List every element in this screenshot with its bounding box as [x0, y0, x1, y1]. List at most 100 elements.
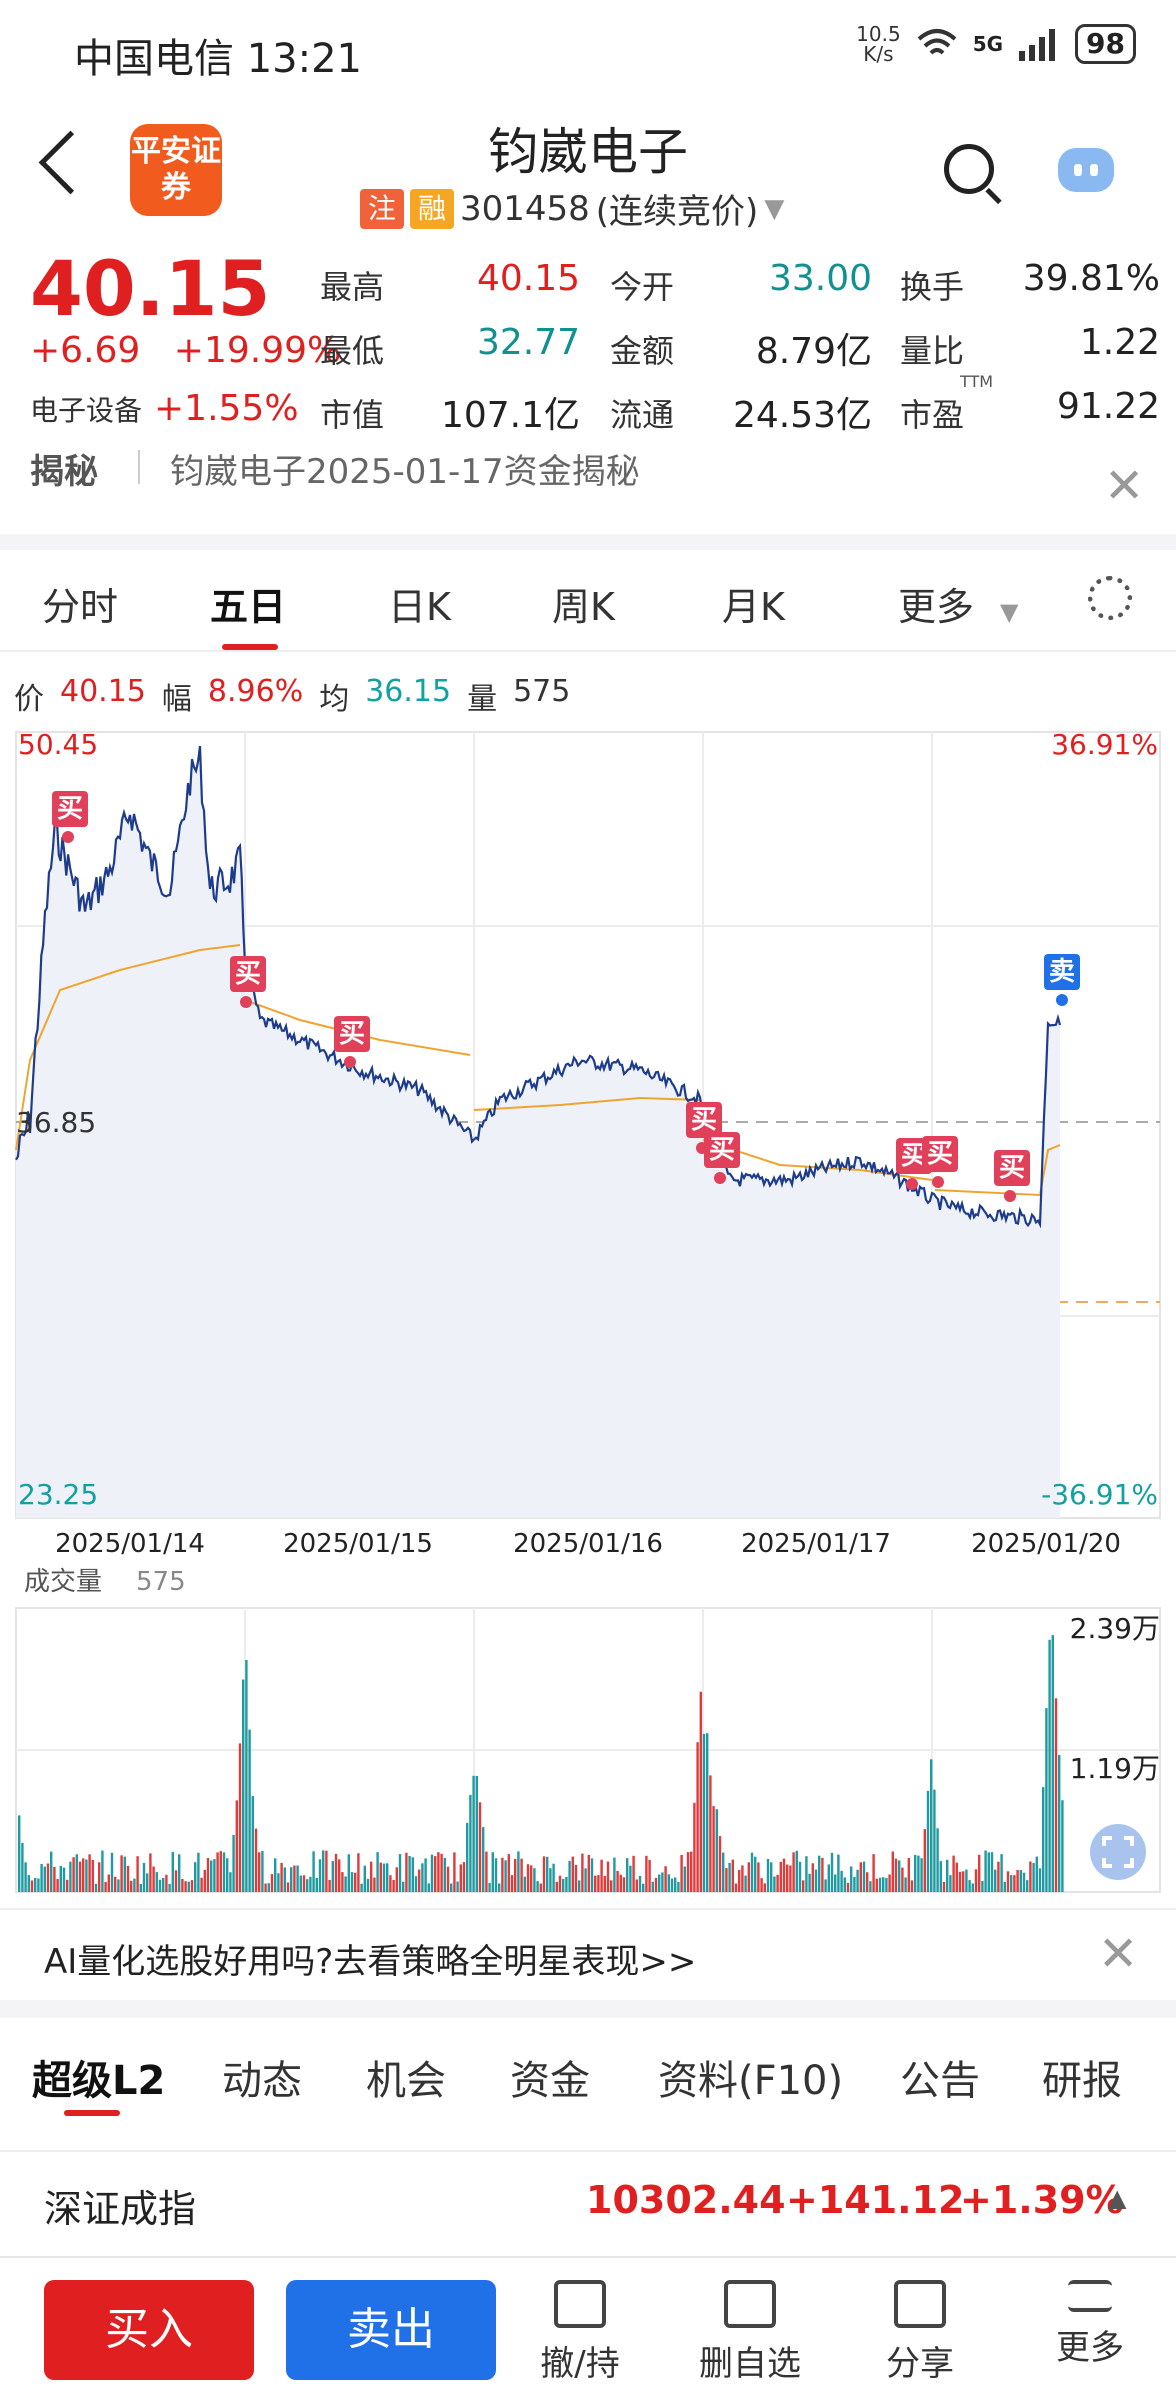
- volume-bar: [174, 1870, 178, 1892]
- volume-bar: [1026, 1880, 1029, 1892]
- fullscreen-icon[interactable]: [1090, 1824, 1146, 1880]
- volume-bar: [328, 1880, 331, 1892]
- volume-bar: [571, 1856, 574, 1892]
- volume-bar: [565, 1877, 568, 1892]
- notice-banner[interactable]: 揭秘 钧崴电子2025-01-17资金揭秘 ✕: [0, 444, 1176, 534]
- chevron-up-icon[interactable]: ▲: [1108, 2184, 1127, 2212]
- sector-change[interactable]: 电子设备 +1.55%: [30, 388, 299, 429]
- legend-amplitude: 8.96%: [207, 674, 304, 709]
- volume-bar: [354, 1872, 357, 1892]
- volume-bar: [248, 1729, 251, 1892]
- volume-bar: [773, 1876, 776, 1892]
- trading-status: (连续竞价): [595, 192, 759, 232]
- tab-f10[interactable]: 资料(F10): [658, 2058, 844, 2104]
- tab-capital[interactable]: 资金: [510, 2058, 590, 2104]
- volume-bar: [808, 1873, 811, 1892]
- volume-bar: [939, 1861, 942, 1892]
- stock-name: 钧崴电子: [488, 123, 688, 181]
- tab-weekly-k[interactable]: 周K: [552, 585, 615, 629]
- y-max-pct-label: 36.91%: [1051, 728, 1158, 761]
- volume-bar: [651, 1881, 654, 1892]
- tab-research[interactable]: 研报: [1042, 2058, 1122, 2104]
- index-ticker[interactable]: 深证成指 10302.44 +141.12 +1.39% ▲: [0, 2150, 1176, 2252]
- divider: [0, 2000, 1176, 2018]
- close-icon[interactable]: ✕: [1104, 458, 1145, 514]
- x-axis-labels: 2025/01/14 2025/01/15 2025/01/16 2025/01…: [55, 1529, 1121, 1559]
- ad-banner[interactable]: AI量化选股好用吗?去看策略全明星表现>> ✕: [0, 1908, 1176, 2002]
- tab-news[interactable]: 动态: [222, 2058, 302, 2104]
- stock-code-row[interactable]: 注 融 301458 (连续竞价) ▼: [360, 184, 784, 233]
- broker-logo: 平安证券: [130, 124, 222, 216]
- tag-margin: 融: [410, 188, 454, 229]
- volume-bar: [114, 1876, 117, 1892]
- trade-marker: [922, 1136, 958, 1172]
- label-volume-ratio: 量比: [900, 332, 965, 370]
- volume-bar: [955, 1862, 958, 1892]
- trade-marker: [52, 791, 88, 827]
- trade-marker: [994, 1150, 1030, 1186]
- volume-bar: [1058, 1755, 1061, 1892]
- volume-bar: [171, 1851, 174, 1892]
- volume-bar: [133, 1878, 136, 1892]
- volume-bar: [622, 1877, 626, 1892]
- volume-bar: [53, 1867, 56, 1892]
- buy-button[interactable]: 买入: [44, 2280, 254, 2380]
- ai-assistant-icon[interactable]: [1058, 148, 1114, 192]
- five-day-price-chart[interactable]: 买买买买买买买买卖 50.45 36.85 23.25 36.91% -36.9…: [0, 720, 1176, 1560]
- tab-announcements[interactable]: 公告: [900, 2058, 980, 2104]
- volume-bar: [917, 1855, 920, 1892]
- tab-monthly-k[interactable]: 月K: [722, 585, 785, 629]
- volume-bar: [530, 1865, 533, 1892]
- volume-bar: [648, 1859, 651, 1892]
- volume-bar: [386, 1863, 389, 1892]
- volume-bar: [882, 1877, 885, 1892]
- volume-bar: [261, 1850, 264, 1892]
- volume-bar: [824, 1879, 827, 1892]
- tab-more[interactable]: 更多 ▼: [898, 585, 1019, 629]
- volume-bar: [376, 1852, 379, 1892]
- label-float-cap: 流通: [610, 396, 675, 434]
- volume-bar: [878, 1877, 882, 1892]
- active-tab-indicator: [64, 2110, 120, 2116]
- volume-bar: [245, 1660, 248, 1892]
- volume-bar: [414, 1876, 418, 1892]
- cancel-hold-button[interactable]: 撤/持: [520, 2280, 640, 2385]
- notice-label: 揭秘: [30, 452, 98, 492]
- volume-bar: [830, 1852, 834, 1892]
- remove-watchlist-button[interactable]: 删自选: [690, 2280, 810, 2385]
- volume-bar: [520, 1858, 523, 1892]
- tab-opportunity[interactable]: 机会: [366, 2058, 446, 2104]
- close-icon[interactable]: ✕: [1098, 1926, 1139, 1982]
- volume-bar: [267, 1883, 270, 1892]
- sell-button[interactable]: 卖出: [286, 2280, 496, 2380]
- volume-bar: [286, 1882, 290, 1892]
- volume-bar: [203, 1869, 206, 1892]
- search-icon[interactable]: [944, 144, 994, 194]
- share-button[interactable]: 分享: [860, 2280, 980, 2385]
- volume-bar: [370, 1861, 373, 1892]
- volume-bar: [693, 1802, 696, 1892]
- volume-chart[interactable]: 成交量 575 2.39万 1.19万: [0, 1562, 1176, 1902]
- volume-bars: [18, 1635, 1064, 1892]
- volume-bar: [491, 1852, 494, 1892]
- volume-bar: [741, 1865, 744, 1892]
- volume-bar: [734, 1883, 738, 1892]
- volume-bar: [66, 1879, 69, 1892]
- tab-super-l2[interactable]: 超级L2: [32, 2058, 166, 2104]
- tab-daily-k[interactable]: 日K: [388, 585, 451, 629]
- value-open: 33.00: [768, 258, 872, 299]
- tab-five-day[interactable]: 五日: [210, 585, 287, 629]
- volume-bar: [661, 1872, 664, 1892]
- volume-bar: [728, 1863, 731, 1892]
- volume-bar: [430, 1854, 434, 1892]
- volume-bar: [72, 1857, 75, 1892]
- gear-icon[interactable]: [1088, 576, 1132, 620]
- volume-bar: [165, 1874, 168, 1892]
- volume-bar: [578, 1880, 581, 1892]
- volume-bar: [990, 1852, 994, 1892]
- tab-intraday[interactable]: 分时: [42, 585, 119, 629]
- more-button[interactable]: 更多: [1030, 2280, 1150, 2369]
- legend-price: 40.15: [60, 674, 146, 709]
- volume-bar: [315, 1878, 318, 1892]
- volume-bar: [283, 1867, 286, 1892]
